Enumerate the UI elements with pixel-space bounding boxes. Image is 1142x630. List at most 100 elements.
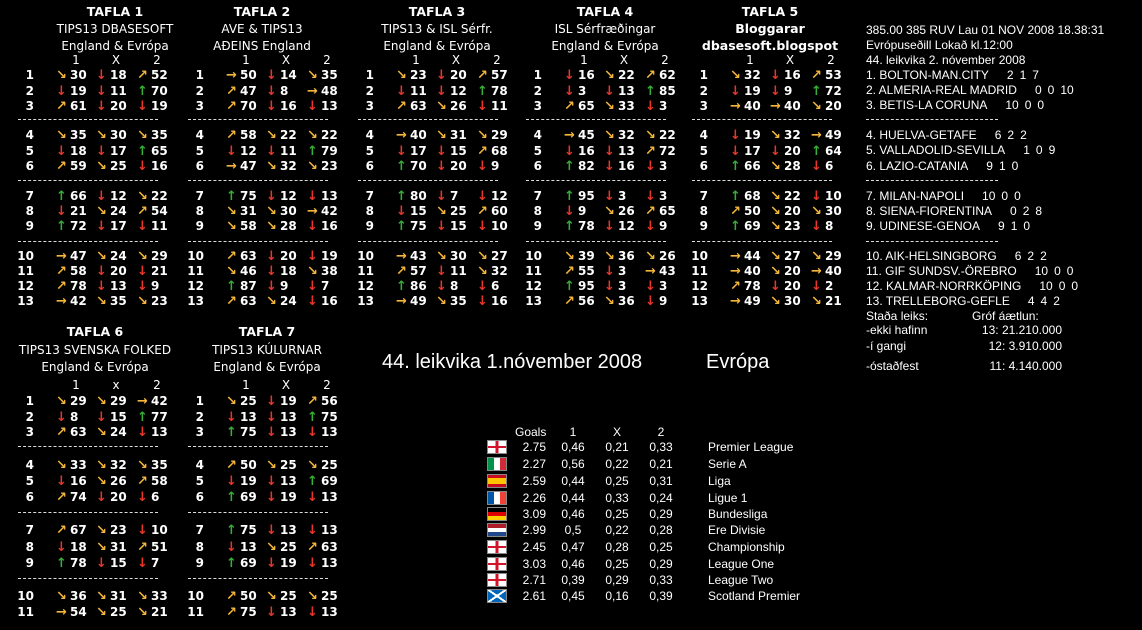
pick-cell: ↘ 26	[604, 204, 635, 219]
pick-cell: ↓ 16	[307, 294, 338, 309]
match-row: 9. UDINESE-GENOA 9 1 0	[866, 219, 1030, 233]
trend-arrow: ↓	[436, 189, 447, 204]
pick-cell: ↑ 78	[564, 219, 595, 234]
pick-value: 26	[450, 99, 467, 113]
pick-cell: ↓ 15	[96, 556, 127, 571]
trend-arrow: ↓	[770, 84, 781, 99]
trend-arrow: ↓	[477, 219, 488, 234]
separator	[866, 180, 998, 181]
pick-cell: ↘ 25	[307, 589, 338, 604]
trend-arrow: ↘	[770, 264, 781, 279]
pick-cell: ↘ 25	[96, 605, 127, 620]
trend-arrow: ↑	[564, 279, 575, 294]
row-number: 4	[195, 458, 204, 472]
pick-cell: ↘ 25	[307, 458, 338, 473]
row-number: 5	[25, 474, 34, 488]
pick-cell: ↑ 75	[396, 219, 427, 234]
pick-cell: ↘ 32	[477, 264, 508, 279]
row-number: 12	[357, 279, 374, 293]
match-name: 6. LAZIO-CATANIA	[866, 159, 969, 173]
pick-cell: ↑ 86	[396, 279, 427, 294]
row-number: 13	[187, 294, 204, 308]
pick-value: 30	[110, 128, 127, 142]
row-number: 2	[195, 84, 204, 98]
row-number: 9	[195, 556, 204, 570]
pick-cell: ↓ 11	[137, 219, 168, 234]
pick-value: 47	[70, 249, 87, 263]
pick-cell: ↗ 57	[396, 264, 427, 279]
pick-cell: ↓ 9	[266, 279, 288, 294]
row-number: 2	[25, 84, 34, 98]
trend-arrow: ↓	[436, 219, 447, 234]
row-number: 4	[365, 128, 374, 142]
trend-arrow: →	[56, 249, 67, 264]
pick-value: 3	[618, 189, 627, 203]
table-subtitle: TIPS13 SVENSKA FOLKED	[18, 343, 172, 357]
trend-arrow: ↓	[96, 68, 107, 83]
pick-cell: ↘ 24	[266, 294, 297, 309]
pick-cell: ↓ 13	[307, 99, 338, 114]
pick-cell: ↑ 78	[477, 84, 508, 99]
pick-value: 53	[825, 68, 842, 82]
league-name: Ligue 1	[708, 491, 748, 505]
trend-arrow: ↓	[266, 474, 277, 489]
pick-value: 9	[659, 294, 668, 308]
row-number: 5	[195, 144, 204, 158]
match-count: 4	[1027, 294, 1035, 308]
trend-arrow: ↘	[645, 128, 656, 143]
pick-cell: ↘ 29	[137, 249, 168, 264]
row-number: 12	[17, 279, 34, 293]
pick-value: 42	[321, 204, 338, 218]
row-number: 8	[195, 540, 204, 554]
pick-value: 11	[151, 219, 168, 233]
pick-cell: ↓ 19	[137, 99, 168, 114]
pick-cell: ↘ 25	[436, 204, 467, 219]
separator	[18, 578, 158, 579]
probability: 0,28	[605, 540, 629, 554]
row-number: 12	[691, 279, 708, 293]
pick-cell: ↘ 32	[96, 458, 127, 473]
trend-arrow: →	[730, 264, 741, 279]
pick-cell: ↓ 20	[436, 159, 467, 174]
row-number: 4	[25, 128, 34, 142]
match-row: 6. LAZIO-CATANIA 9 1 0	[866, 159, 1018, 173]
trend-arrow: ↗	[56, 523, 67, 538]
match-name: 12. KALMAR-NORRKÖPING	[866, 279, 1022, 293]
pick-cell: ↘ 24	[96, 249, 127, 264]
pick-cell: ↓ 13	[307, 425, 338, 440]
pick-value: 11	[110, 84, 127, 98]
pick-cell: ↘ 35	[137, 458, 168, 473]
league-flag	[487, 440, 507, 454]
trend-arrow: ↑	[137, 410, 148, 425]
pick-value: 68	[491, 144, 508, 158]
pick-value: 28	[784, 159, 801, 173]
pick-value: 26	[618, 204, 635, 218]
pick-value: 22	[659, 128, 676, 142]
match-row: 13. TRELLEBORG-GEFLE 4 4 2	[866, 294, 1060, 308]
pick-value: 31	[110, 540, 127, 554]
pick-value: 72	[825, 84, 842, 98]
pick-cell: ↘ 35	[307, 68, 338, 83]
trend-arrow: ↑	[307, 474, 318, 489]
trend-arrow: ↓	[307, 605, 318, 620]
trend-arrow: ↗	[56, 159, 67, 174]
trend-arrow: ↘	[137, 189, 148, 204]
pick-cell: ↗ 63	[226, 294, 257, 309]
row-number: 9	[25, 219, 34, 233]
pick-value: 23	[784, 219, 801, 233]
pick-cell: ↘ 23	[770, 219, 801, 234]
pick-value: 17	[110, 144, 127, 158]
pick-cell: ↑ 70	[137, 84, 168, 99]
separator	[188, 180, 328, 181]
probability: 0,29	[649, 557, 673, 571]
trend-arrow: →	[645, 264, 656, 279]
pick-cell: ↘ 21	[137, 605, 168, 620]
match-row: 7. MILAN-NAPOLI 10 0 0	[866, 189, 1021, 203]
league-flag	[487, 573, 507, 587]
pick-cell: ↓ 18	[56, 540, 87, 555]
pick-cell: ↗ 53	[811, 68, 842, 83]
pick-cell: ↓ 2	[811, 279, 833, 294]
trend-arrow: ↘	[226, 264, 237, 279]
trend-arrow: ↘	[137, 458, 148, 473]
trend-arrow: ↑	[307, 410, 318, 425]
